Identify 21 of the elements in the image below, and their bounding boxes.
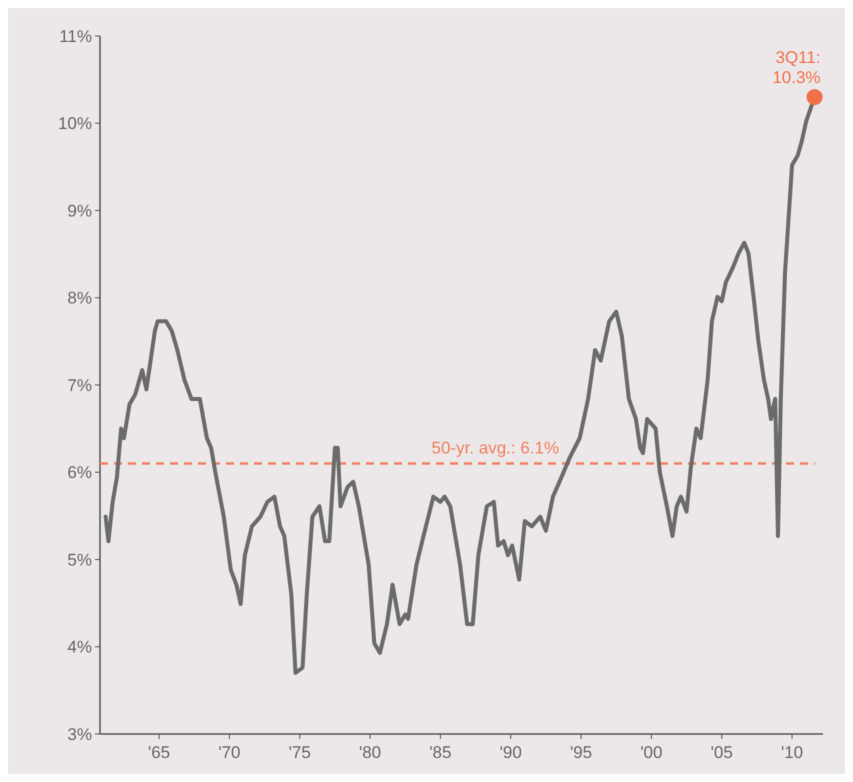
- y-tick-label: 10%: [58, 114, 92, 134]
- y-tick-label: 9%: [67, 201, 92, 220]
- y-tick-label: 11%: [59, 26, 92, 46]
- x-tick-label: '80: [358, 743, 382, 762]
- x-tick-label: '65: [148, 743, 170, 762]
- annotation: 3Q11: 10.3%: [772, 48, 821, 88]
- x-tick-label: '70: [218, 743, 240, 762]
- x-tick-label: '90: [500, 743, 522, 762]
- y-tick-label: 3%: [67, 724, 92, 744]
- x-tick-label: '00: [640, 743, 662, 762]
- y-tick-label: 5%: [67, 550, 92, 570]
- y-tick-label: 7%: [67, 376, 92, 395]
- x-tick-label: '10: [780, 743, 804, 762]
- ref-line-label: 50-yr. avg.: 6.1%: [432, 438, 560, 458]
- x-tick-label: '05: [710, 743, 733, 762]
- x-tick-label: '85: [429, 743, 452, 762]
- y-tick-label: 8%: [67, 288, 92, 308]
- x-tick-label: '95: [570, 743, 592, 762]
- x-tick-label: '75: [288, 743, 311, 762]
- y-tick-label: 4%: [67, 638, 92, 657]
- y-tick-label: 6%: [67, 463, 92, 482]
